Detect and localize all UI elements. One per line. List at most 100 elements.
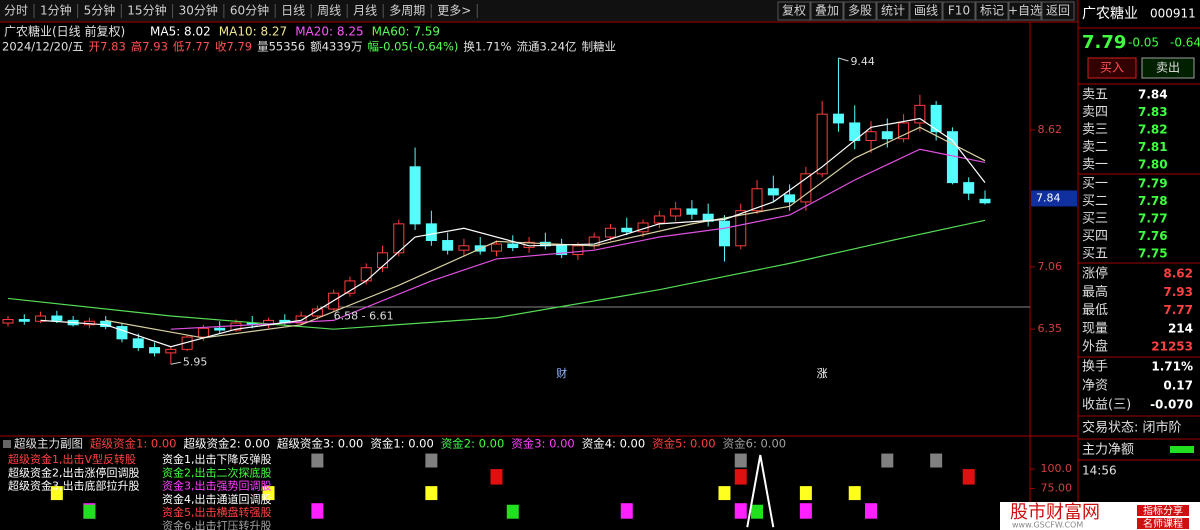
signal-bar <box>50 486 63 501</box>
toolbar-button[interactable] <box>975 1 1009 21</box>
toolbar-button-label[interactable]: F10 <box>948 4 970 18</box>
ad-tag-label[interactable]: 指标分享 <box>1143 504 1183 517</box>
signal-bar <box>83 504 96 519</box>
toolbar-button[interactable] <box>942 1 976 21</box>
indicator-value: 资金2: 0.00 <box>441 437 504 451</box>
signal-bar <box>734 469 747 485</box>
min-label: 5.95 <box>183 355 208 368</box>
signal-bar <box>962 469 975 485</box>
candle-body <box>311 308 323 317</box>
candle-body <box>442 240 454 251</box>
candle-body <box>214 327 226 331</box>
ad-tag-label[interactable]: 名师课程 <box>1143 517 1183 530</box>
tab[interactable]: 15分钟 <box>127 3 166 18</box>
toolbar-button-label[interactable]: 统计 <box>881 4 905 18</box>
indicator-value: 资金1: 0.00 <box>370 437 433 451</box>
toolbar-button[interactable] <box>1008 1 1042 21</box>
y-tick-label: 8.62 <box>1038 123 1063 136</box>
tab[interactable]: 30分钟 <box>179 3 218 18</box>
toolbar-button[interactable] <box>843 1 877 21</box>
quote-item: 制糖业 <box>582 40 617 54</box>
candle-body <box>18 319 30 322</box>
min-pointer <box>170 361 181 365</box>
chart-title: 广农糖业(日线 前复权) <box>4 24 125 39</box>
tab[interactable]: 60分钟 <box>230 3 269 18</box>
candle-body <box>2 319 14 324</box>
book-label: 卖五 <box>1082 88 1108 103</box>
book-price: 7.76 <box>1138 229 1168 243</box>
stat-value: 214 <box>1168 321 1193 335</box>
ma-legend: MA10: 8.27 <box>219 25 287 39</box>
toolbar-button-label[interactable]: 标记 <box>980 4 1004 18</box>
tab[interactable]: 月线 <box>353 4 377 18</box>
signal-bar <box>751 504 764 519</box>
toolbar-button[interactable] <box>777 1 811 21</box>
tab[interactable]: 多周期 <box>389 4 425 18</box>
book-price: 7.83 <box>1138 105 1168 119</box>
toolbar-button-label[interactable]: 多股 <box>848 4 872 18</box>
tab[interactable]: 1分钟 <box>40 3 72 18</box>
book-label: 卖四 <box>1082 105 1108 120</box>
ad-tag[interactable] <box>1137 505 1189 516</box>
signal-bar <box>865 503 878 519</box>
toolbar-button-label[interactable]: 复权 <box>782 4 806 18</box>
sell-button-label[interactable]: 卖出 <box>1156 61 1180 75</box>
candle-body <box>409 166 421 225</box>
quote-item: 高7.93 <box>131 40 168 54</box>
signal-bar <box>425 486 438 501</box>
candle-body <box>295 315 307 324</box>
quote-item: 收7.79 <box>215 40 252 54</box>
signal-bar <box>881 453 894 468</box>
indicator-value: 超级资金1: 0.00 <box>90 437 176 451</box>
last-price: 7.79 <box>1082 32 1126 53</box>
toolbar-button[interactable] <box>909 1 943 21</box>
indicator-value: 资金5: 0.00 <box>652 437 715 451</box>
book-label: 买一 <box>1082 177 1108 192</box>
candle-body <box>800 173 812 203</box>
book-price: 7.79 <box>1138 177 1168 191</box>
signal-bar <box>490 469 503 485</box>
toolbar-button-label[interactable]: +自选 <box>1008 4 1042 18</box>
quote-item: 量55356 <box>257 40 305 54</box>
max-pointer <box>838 57 849 62</box>
ad-site[interactable]: 股市财富网 <box>1010 502 1100 523</box>
signal-bar <box>506 504 519 519</box>
stat-label: 外盘 <box>1082 339 1108 355</box>
stat-value: 8.62 <box>1163 267 1193 281</box>
toolbar-button[interactable] <box>876 1 910 21</box>
event-marker[interactable]: 涨 <box>817 367 828 380</box>
toolbar-button-label[interactable]: 叠加 <box>815 4 839 18</box>
stat-value: 21253 <box>1151 340 1193 354</box>
toolbar-button-label[interactable]: 返回 <box>1046 4 1070 18</box>
stat-label: 现量 <box>1082 321 1108 336</box>
tab[interactable]: 周线 <box>317 4 341 18</box>
indicator-label: 超级资金1,出击V型反转股 <box>8 452 136 466</box>
book-label: 卖三 <box>1082 123 1108 138</box>
tab[interactable]: 5分钟 <box>84 3 116 18</box>
book-label: 买三 <box>1082 212 1108 227</box>
toolbar-button[interactable] <box>810 1 844 21</box>
tab[interactable]: 更多> <box>437 4 471 18</box>
toolbar-button[interactable] <box>1041 1 1075 21</box>
tab[interactable]: 分时 <box>4 4 28 18</box>
y-tick-label: 7.06 <box>1038 260 1063 273</box>
event-marker[interactable]: 财 <box>556 366 567 380</box>
sell-button[interactable] <box>1141 57 1195 79</box>
signal-bar <box>799 503 812 519</box>
ad-url[interactable]: www.GSCFW.COM <box>1012 521 1083 530</box>
indicator-label: 超级资金2,出击涨停回调股 <box>8 465 140 479</box>
buy-button-label[interactable]: 买入 <box>1100 61 1124 75</box>
ad-tag[interactable] <box>1137 518 1189 529</box>
candle-body <box>116 326 128 340</box>
tab[interactable]: 日线 <box>281 4 305 18</box>
candle-body <box>132 338 144 349</box>
toolbar-button-label[interactable]: 画线 <box>914 4 938 18</box>
quote-item: 开7.83 <box>89 40 126 54</box>
quote-item: 2024/12/20/五 <box>2 40 84 54</box>
y-tick-label: 100.0 <box>1041 462 1073 475</box>
max-label: 9.44 <box>850 55 875 68</box>
buy-button[interactable] <box>1087 57 1137 79</box>
signal-bar <box>734 503 747 519</box>
